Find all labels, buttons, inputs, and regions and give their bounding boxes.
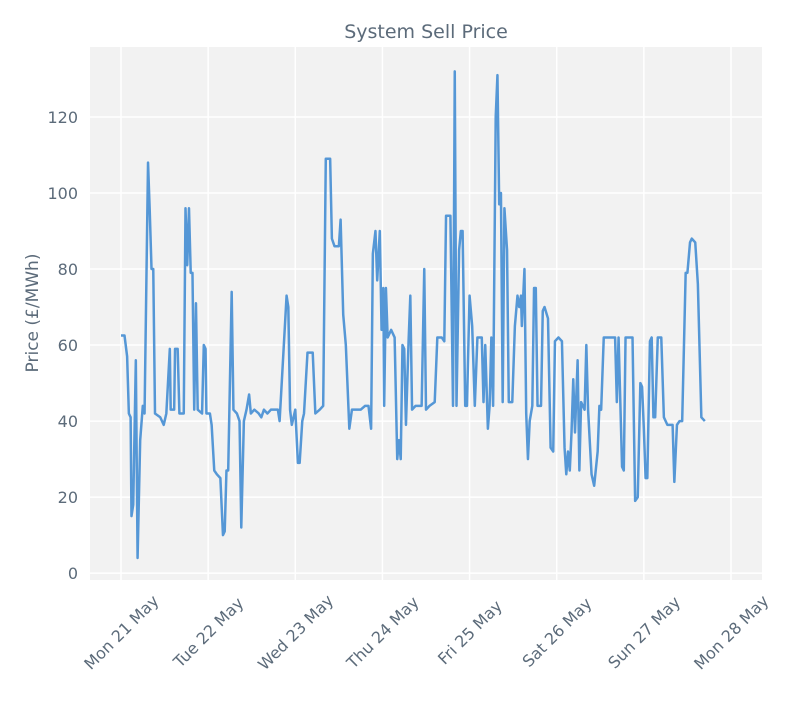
y-tick-label: 0 (68, 564, 78, 583)
x-tick-label: Tue 22 May (169, 593, 247, 671)
x-tick-label: Mon 28 May (690, 591, 772, 673)
x-tick-label: Wed 23 May (254, 591, 337, 674)
y-tick-label: 40 (58, 412, 78, 431)
y-tick-label: 80 (58, 260, 78, 279)
chart-title: System Sell Price (344, 21, 508, 43)
y-tick-label: 100 (47, 184, 78, 203)
price-line (121, 70, 706, 560)
y-tick-label: 20 (58, 488, 78, 507)
x-tick-label: Sun 27 May (604, 592, 684, 672)
y-axis-label: Price (£/MWh) (23, 254, 43, 373)
y-tick-label: 120 (47, 108, 78, 127)
x-tick-label: Sat 26 May (519, 594, 596, 671)
x-tick-label: Thu 24 May (342, 593, 422, 673)
x-tick-label: Mon 21 May (80, 591, 162, 673)
y-tick-label: 60 (58, 336, 78, 355)
x-tick-label: Fri 25 May (434, 596, 506, 668)
